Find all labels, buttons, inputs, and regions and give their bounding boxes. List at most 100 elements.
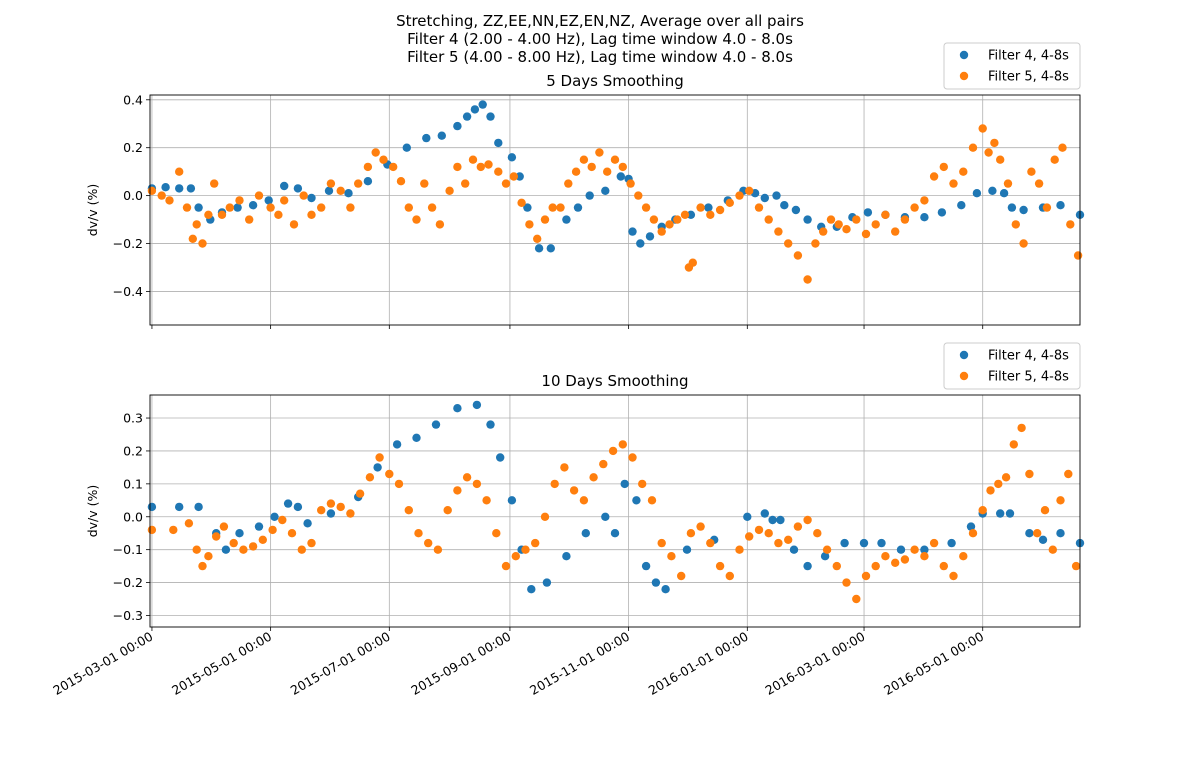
data-point xyxy=(453,121,462,131)
data-point xyxy=(248,201,258,210)
data-point xyxy=(661,585,670,594)
data-point xyxy=(1058,143,1067,152)
data-point xyxy=(204,210,213,219)
data-point xyxy=(641,203,651,212)
data-point xyxy=(877,538,886,548)
data-point xyxy=(1042,203,1052,212)
data-point xyxy=(978,124,987,133)
data-point xyxy=(1056,496,1065,505)
data-point xyxy=(511,552,520,561)
data-point xyxy=(204,552,213,561)
data-point xyxy=(435,220,445,229)
data-point xyxy=(608,446,618,456)
data-point xyxy=(427,203,437,212)
data-point xyxy=(651,578,661,587)
data-point xyxy=(900,555,910,564)
y-tick-label: 0.4 xyxy=(123,92,143,107)
data-point xyxy=(972,189,982,198)
panel-title: 10 Days Smoothing xyxy=(541,372,688,390)
data-point xyxy=(852,215,861,224)
data-point xyxy=(1025,529,1034,538)
data-point xyxy=(1071,561,1081,571)
data-point xyxy=(326,509,336,518)
data-point xyxy=(437,131,446,140)
data-point xyxy=(784,239,793,248)
data-point xyxy=(632,496,641,505)
data-point xyxy=(1005,509,1015,518)
data-point xyxy=(647,496,657,505)
data-point xyxy=(317,506,326,515)
data-point xyxy=(525,220,534,229)
data-point xyxy=(706,538,715,548)
data-point xyxy=(470,105,480,114)
data-point xyxy=(764,529,773,538)
data-point xyxy=(509,172,518,181)
data-point xyxy=(354,179,363,188)
data-point xyxy=(891,227,900,236)
data-point xyxy=(299,191,308,200)
data-point xyxy=(641,561,651,571)
data-point xyxy=(834,220,843,229)
data-point xyxy=(274,210,283,219)
data-point xyxy=(910,545,919,554)
data-point xyxy=(891,558,900,567)
data-point xyxy=(791,205,801,215)
data-point xyxy=(188,234,197,243)
data-point xyxy=(1033,529,1042,538)
data-point xyxy=(412,215,421,224)
data-point xyxy=(462,473,472,482)
y-tick-label: −0.3 xyxy=(113,608,143,623)
data-point xyxy=(842,578,851,587)
data-point xyxy=(657,538,666,548)
data-point xyxy=(618,440,627,449)
data-point xyxy=(245,215,254,224)
series-filter-5 xyxy=(147,423,1081,604)
data-point xyxy=(431,420,441,429)
data-point xyxy=(939,162,948,172)
data-point xyxy=(534,244,544,253)
y-tick-label: −0.2 xyxy=(113,236,143,251)
data-point xyxy=(599,459,608,469)
data-point xyxy=(628,453,637,462)
legend: Filter 4, 4-8s Filter 5, 4-8s xyxy=(943,42,1081,90)
data-point xyxy=(175,184,184,193)
data-point xyxy=(1038,535,1048,544)
data-point xyxy=(754,203,764,212)
data-point xyxy=(645,232,655,241)
y-tick-label: −0.4 xyxy=(113,284,143,299)
data-point xyxy=(303,519,312,528)
figure-title-line-2: Filter 4 (2.00 - 4.00 Hz), Lag time wind… xyxy=(407,30,793,48)
data-point xyxy=(494,138,503,148)
data-point xyxy=(745,532,754,541)
y-tick-label: −0.1 xyxy=(113,542,143,557)
data-point xyxy=(424,538,433,548)
data-point xyxy=(1019,239,1028,248)
data-point xyxy=(175,502,184,512)
data-point xyxy=(1056,529,1065,538)
data-point xyxy=(280,181,289,191)
data-point xyxy=(696,522,705,531)
data-point xyxy=(920,196,929,205)
data-point xyxy=(881,552,890,561)
data-point xyxy=(225,203,234,212)
data-point xyxy=(820,552,830,561)
data-point xyxy=(280,196,289,205)
y-tick-label: 0.1 xyxy=(123,476,143,491)
x-tick-label: 2015-09-01 00:00 xyxy=(408,629,513,698)
data-point xyxy=(929,538,939,548)
data-point xyxy=(462,112,472,121)
data-point xyxy=(996,509,1005,518)
data-point xyxy=(307,538,316,548)
data-point xyxy=(494,167,503,176)
data-point xyxy=(375,453,384,462)
data-point xyxy=(472,400,482,410)
data-point xyxy=(680,210,690,219)
data-point xyxy=(686,529,696,538)
data-point xyxy=(165,196,174,205)
legend-marker xyxy=(959,50,969,60)
data-point xyxy=(540,512,550,521)
data-point xyxy=(657,227,666,236)
data-point xyxy=(404,506,413,515)
data-point xyxy=(573,203,583,212)
data-point xyxy=(667,552,676,561)
